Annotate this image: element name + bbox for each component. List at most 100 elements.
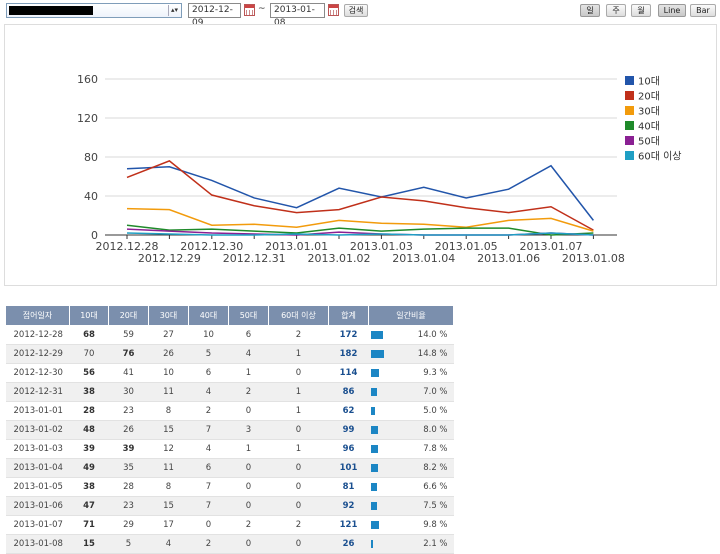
- cell-total: 62: [328, 401, 369, 421]
- cell-date: 2013-01-08: [5, 534, 70, 554]
- cell-20s: 76: [108, 344, 149, 364]
- period-month-button[interactable]: 월: [631, 4, 651, 17]
- cell-10s: 49: [69, 458, 109, 478]
- chart-line-button[interactable]: Line: [658, 4, 686, 17]
- col-50s-header[interactable]: 50대: [228, 305, 269, 326]
- cell-50s: 2: [228, 382, 269, 402]
- cell-date: 2013-01-04: [5, 458, 70, 478]
- y-tick-label: 0: [91, 229, 98, 242]
- cell-30s: 11: [148, 382, 189, 402]
- table-row: 2013-01-02 48 26 15 7 3 0 99 8.0 %: [5, 420, 454, 440]
- series-line-10대: [126, 164, 594, 221]
- table-row: 2013-01-01 28 23 8 2 0 1 62 5.0 %: [5, 401, 454, 421]
- daily-stats-table: 접어일자 10대 20대 30대 40대 50대 60대 이상 합계 일간비율 …: [5, 305, 454, 554]
- cell-30s: 8: [148, 477, 189, 497]
- cell-40s: 6: [188, 363, 229, 383]
- col-30s-header[interactable]: 30대: [148, 305, 189, 326]
- cell-60plus: 0: [268, 458, 329, 478]
- cell-30s: 15: [148, 420, 189, 440]
- cell-date: 2012-12-31: [5, 382, 70, 402]
- ratio-label: 7.5 %: [423, 501, 448, 511]
- cell-10s: 39: [69, 439, 109, 459]
- cell-date: 2013-01-01: [5, 401, 70, 421]
- cell-40s: 4: [188, 382, 229, 402]
- chevron-updown-icon[interactable]: ▴▾: [168, 5, 180, 16]
- series-line-20대: [126, 160, 594, 231]
- cell-10s: 47: [69, 496, 109, 516]
- cell-40s: 6: [188, 458, 229, 478]
- chart-bar-button[interactable]: Bar: [690, 4, 716, 17]
- cell-60plus: 0: [268, 363, 329, 383]
- col-20s-header[interactable]: 20대: [108, 305, 149, 326]
- col-40s-header[interactable]: 40대: [188, 305, 229, 326]
- x-tick-label: 2013.01.03: [350, 240, 413, 253]
- end-date-input[interactable]: 2013-01-08: [270, 3, 325, 28]
- cell-30s: 15: [148, 496, 189, 516]
- cell-ratio: 2.1 %: [368, 534, 454, 554]
- y-tick-label: 160: [77, 73, 98, 86]
- ratio-label: 5.0 %: [423, 406, 448, 416]
- cell-total: 81: [328, 477, 369, 497]
- period-week-button[interactable]: 주: [606, 4, 626, 17]
- legend-label[interactable]: 10대: [638, 76, 660, 88]
- calendar-icon[interactable]: [328, 4, 339, 16]
- date-separator: ~: [258, 4, 266, 14]
- period-day-button[interactable]: 일: [580, 4, 600, 17]
- calendar-icon[interactable]: [244, 4, 255, 16]
- ratio-bar: [370, 540, 373, 548]
- cell-20s: 39: [108, 439, 149, 459]
- site-select[interactable]: ▴▾: [6, 3, 182, 18]
- cell-10s: 68: [69, 325, 109, 345]
- cell-total: 114: [328, 363, 369, 383]
- cell-20s: 59: [108, 325, 149, 345]
- legend-swatch: [625, 151, 634, 160]
- cell-ratio: 5.0 %: [368, 401, 454, 421]
- search-button[interactable]: 검색: [344, 4, 368, 17]
- x-tick-label: 2013.01.05: [435, 240, 498, 253]
- col-60plus-header[interactable]: 60대 이상: [268, 305, 329, 326]
- cell-40s: 7: [188, 420, 229, 440]
- ratio-bar: [370, 502, 377, 510]
- col-ratio-header[interactable]: 일간비율: [368, 305, 454, 326]
- table-row: 2013-01-06 47 23 15 7 0 0 92 7.5 %: [5, 496, 454, 516]
- cell-ratio: 8.0 %: [368, 420, 454, 440]
- cell-30s: 27: [148, 325, 189, 345]
- table-row: 2013-01-08 15 5 4 2 0 0 26 2.1 %: [5, 534, 454, 554]
- cell-total: 182: [328, 344, 369, 364]
- ratio-label: 6.6 %: [423, 482, 448, 492]
- col-total-header[interactable]: 합계: [328, 305, 369, 326]
- table-row: 2012-12-30 56 41 10 6 1 0 114 9.3 %: [5, 363, 454, 383]
- legend-swatch: [625, 106, 634, 115]
- cell-30s: 12: [148, 439, 189, 459]
- x-tick-label: 2013.01.08: [562, 252, 625, 265]
- ratio-label: 7.0 %: [423, 387, 448, 397]
- legend-label[interactable]: 30대: [638, 106, 660, 118]
- cell-20s: 28: [108, 477, 149, 497]
- ratio-bar: [370, 426, 378, 434]
- ratio-bar: [370, 350, 384, 358]
- x-tick-label: 2013.01.04: [392, 252, 455, 265]
- cell-ratio: 14.8 %: [368, 344, 454, 364]
- col-10s-header[interactable]: 10대: [69, 305, 109, 326]
- cell-20s: 5: [108, 534, 149, 554]
- cell-20s: 23: [108, 496, 149, 516]
- x-tick-label: 2013.01.01: [265, 240, 328, 253]
- cell-60plus: 2: [268, 325, 329, 345]
- cell-date: 2013-01-02: [5, 420, 70, 440]
- cell-60plus: 0: [268, 496, 329, 516]
- start-date-input[interactable]: 2012-12-09: [188, 3, 241, 28]
- cell-date: 2012-12-29: [5, 344, 70, 364]
- legend-label[interactable]: 20대: [638, 91, 660, 103]
- legend-label[interactable]: 60대 이상: [638, 151, 682, 163]
- y-tick-label: 120: [77, 112, 98, 125]
- series-line-30대: [126, 207, 594, 232]
- legend-label[interactable]: 40대: [638, 121, 660, 133]
- cell-20s: 26: [108, 420, 149, 440]
- cell-20s: 30: [108, 382, 149, 402]
- ratio-label: 9.3 %: [423, 368, 448, 378]
- legend-label[interactable]: 50대: [638, 136, 660, 148]
- chart-panel: 0 40 80 120 160 2012.12.28 2012.12.29 2012.12.3…: [4, 24, 717, 286]
- col-date-header[interactable]: 접어일자: [5, 305, 70, 326]
- cell-ratio: 6.6 %: [368, 477, 454, 497]
- ratio-label: 2.1 %: [423, 539, 448, 549]
